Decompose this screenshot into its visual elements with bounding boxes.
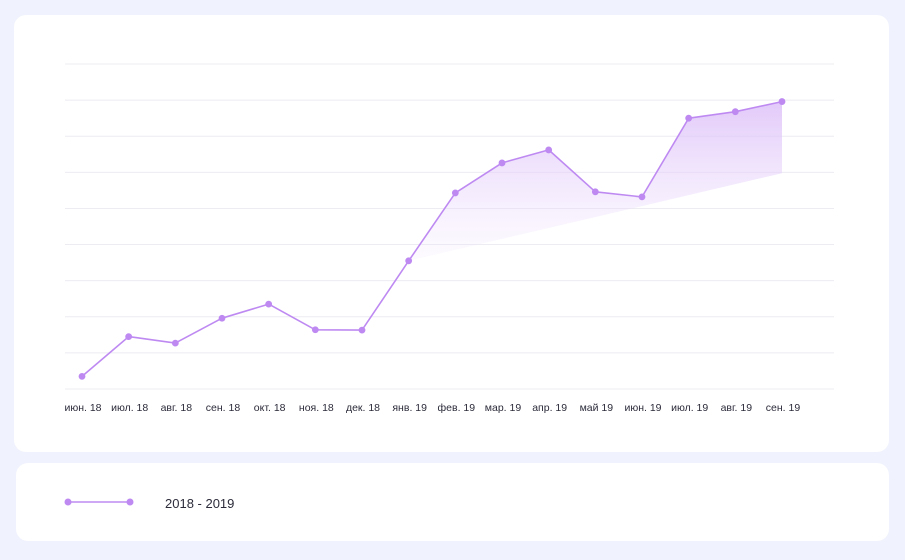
data-point <box>685 114 693 122</box>
data-point <box>731 108 739 116</box>
x-axis-tick-labels: июн. 18 июл. 18 авг. 18 сен. 18 окт. 18 ноя. … <box>64 402 800 414</box>
x-tick-label: авг. 19 <box>721 402 753 414</box>
data-point <box>405 257 413 265</box>
x-tick-label: окт. 18 <box>254 402 286 414</box>
data-point <box>218 314 226 322</box>
data-points-layer <box>78 98 786 380</box>
series-area-fill <box>408 101 782 261</box>
legend-entry-label: 2018 - 2019 <box>165 496 235 511</box>
x-tick-label: сен. 19 <box>766 402 801 414</box>
data-point <box>498 159 506 167</box>
legend-marker-icon <box>64 498 134 506</box>
data-point <box>125 333 133 341</box>
data-point <box>778 98 786 105</box>
x-tick-label: ноя. 18 <box>299 402 334 414</box>
x-tick-label: июн. 18 <box>64 402 101 414</box>
x-tick-label: июн. 19 <box>624 402 661 414</box>
data-point <box>171 339 179 347</box>
x-tick-label: авг. 18 <box>161 402 193 414</box>
x-tick-label: дек. 18 <box>346 402 380 414</box>
series-line-layer <box>81 100 783 378</box>
x-tick-label: апр. 19 <box>532 402 567 414</box>
data-point <box>265 300 273 308</box>
data-point <box>638 193 646 201</box>
x-tick-label: фев. 19 <box>438 402 476 414</box>
x-tick-label: май 19 <box>580 402 614 414</box>
data-point <box>311 326 319 334</box>
line-chart: июн. 18 июл. 18 авг. 18 сен. 18 окт. 18 ноя. … <box>64 63 834 414</box>
chart-card: июн. 18 июл. 18 авг. 18 сен. 18 окт. 18 ноя. … <box>14 15 889 452</box>
x-tick-label: янв. 19 <box>392 402 427 414</box>
data-point <box>358 326 366 334</box>
data-point <box>591 188 599 196</box>
x-tick-label: мар. 19 <box>485 402 522 414</box>
data-point <box>545 146 553 154</box>
legend: 2018 - 2019 <box>16 463 889 541</box>
data-point <box>78 372 86 380</box>
x-tick-label: сен. 18 <box>206 402 241 414</box>
data-point <box>451 189 459 197</box>
x-tick-label: июл. 18 <box>111 402 148 414</box>
series-line <box>81 100 783 378</box>
area-fill-layer <box>408 101 782 261</box>
x-tick-label: июл. 19 <box>671 402 708 414</box>
